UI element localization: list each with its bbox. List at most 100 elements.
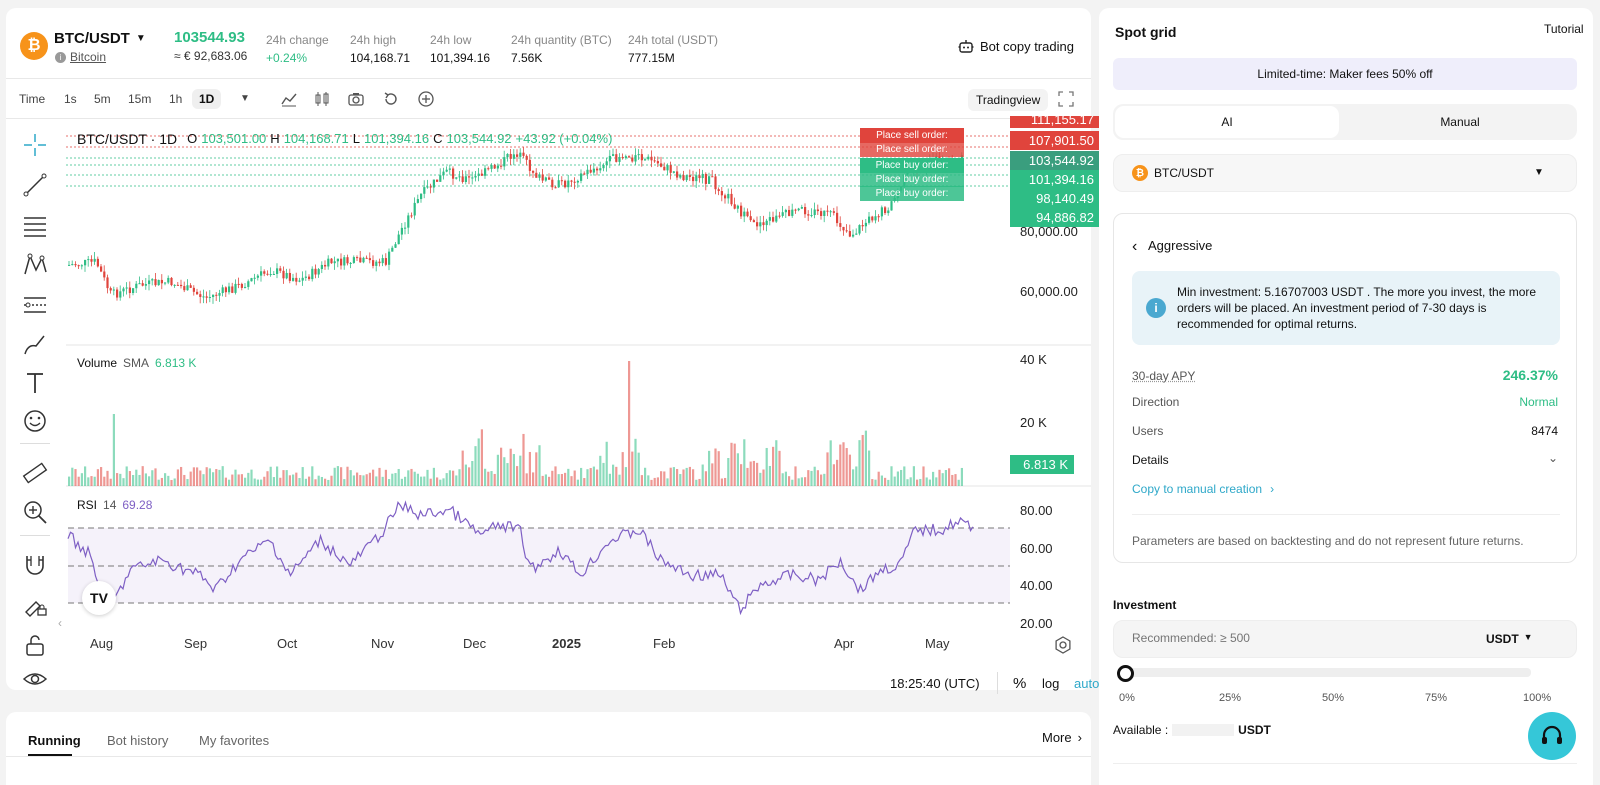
percent-scale-button[interactable]: % [1013, 675, 1027, 692]
interval-dropdown-icon[interactable]: ▼ [240, 93, 250, 104]
pattern-icon[interactable] [20, 250, 50, 280]
interval-1h[interactable]: 1h [169, 92, 183, 106]
settings-gear-icon[interactable] [1054, 636, 1072, 654]
interval-1d[interactable]: 1D [192, 89, 222, 109]
volume-bar [112, 414, 115, 486]
volume-bar [295, 472, 298, 486]
horizontal-lines-icon[interactable] [20, 210, 50, 240]
buy-order-label[interactable]: Place buy order: [860, 158, 964, 173]
sell-order-label-faded[interactable]: Place sell order: [860, 142, 964, 157]
copy-to-manual-link[interactable]: Copy to manual creation › [1132, 482, 1275, 496]
candle [768, 217, 771, 221]
spot-grid-panel: Spot grid Tutorial Limited-time: Maker f… [1099, 8, 1593, 785]
volume-bar [420, 476, 423, 486]
volume-bar [826, 452, 829, 486]
utc-time[interactable]: 18:25:40 (UTC) [890, 676, 980, 691]
reset-icon[interactable] [382, 90, 400, 108]
unlock-icon[interactable] [20, 630, 50, 660]
brush-icon[interactable] [20, 330, 50, 360]
volume-bar [103, 476, 106, 486]
text-tool-icon[interactable] [20, 368, 50, 398]
volume-bar [663, 471, 666, 486]
volume-bar [877, 471, 880, 486]
header-divider [6, 78, 1091, 79]
ruler-icon[interactable] [20, 458, 50, 488]
candle [224, 287, 227, 293]
interval-5m[interactable]: 5m [94, 92, 111, 106]
tab-my-favorites[interactable]: My favorites [199, 733, 270, 748]
investment-input[interactable] [1132, 631, 1432, 645]
details-chevron-icon[interactable]: ⌄ [1547, 451, 1558, 465]
trend-line-icon[interactable] [20, 170, 50, 200]
interval-15m[interactable]: 15m [128, 92, 152, 106]
auto-scale-button[interactable]: auto [1074, 676, 1100, 691]
candle [439, 175, 442, 182]
investment-slider-handle[interactable] [1117, 665, 1134, 682]
candle [791, 209, 794, 216]
emoji-icon[interactable] [20, 406, 50, 436]
candle [346, 257, 349, 264]
candle [132, 288, 135, 294]
tradingview-button[interactable]: Tradingview [968, 89, 1049, 111]
available-label: Available : [1113, 723, 1169, 737]
volume-bar [736, 453, 739, 486]
candle [106, 277, 109, 289]
lock-drawing-icon[interactable] [20, 590, 50, 620]
investment-slider-track[interactable] [1124, 668, 1531, 677]
fullscreen-icon[interactable] [1057, 90, 1075, 108]
volume-bar [183, 474, 186, 486]
add-circle-icon[interactable] [417, 90, 435, 108]
candlestick-chart[interactable] [0, 0, 1100, 700]
tab-running[interactable]: Running [28, 733, 81, 748]
x-label-2025: 2025 [552, 636, 581, 651]
indicators-icon[interactable] [280, 90, 298, 108]
volume-bar [384, 469, 387, 486]
collapse-left-icon[interactable]: ‹ [58, 616, 62, 630]
volume-bar [487, 471, 490, 486]
volume-bar [580, 467, 583, 486]
log-scale-button[interactable]: log [1042, 676, 1060, 691]
back-arrow-icon[interactable]: ‹ [1132, 238, 1138, 255]
legend-low: 101,394.16 [364, 131, 430, 146]
sell-order-label[interactable]: Place sell order: [860, 128, 964, 143]
interval-time[interactable]: Time [19, 92, 46, 106]
volume-bar [375, 476, 378, 486]
support-chat-icon[interactable] [1528, 712, 1576, 760]
tutorial-link[interactable]: Tutorial [1544, 22, 1584, 36]
volume-bar [871, 479, 874, 486]
mode-tab-manual[interactable]: Manual [1440, 115, 1480, 129]
candle [68, 264, 71, 266]
candle [250, 278, 253, 282]
candle [816, 209, 819, 212]
candle [170, 277, 173, 286]
interval-1s[interactable]: 1s [64, 92, 77, 106]
bot-copy-trading-button[interactable]: Bot copy trading [958, 38, 1074, 54]
pair-dropdown[interactable]: ₿ BTC/USDT ▼ [1113, 154, 1577, 192]
mode-tab-ai[interactable]: AI [1115, 106, 1339, 138]
buy-order-label-faded-1[interactable]: Place buy order: [860, 172, 964, 187]
candle [445, 169, 448, 172]
eye-icon[interactable] [20, 664, 50, 694]
currency-select[interactable]: USDT ▼ [1486, 632, 1533, 646]
pair-selector[interactable]: BTC/USDT ▼ [54, 30, 146, 47]
more-button[interactable]: More › [1042, 730, 1082, 745]
candle [736, 205, 739, 209]
camera-icon[interactable] [347, 90, 365, 108]
volume-bar [320, 476, 323, 486]
candle-type-icon[interactable] [313, 90, 331, 108]
crosshair-icon[interactable] [20, 130, 50, 160]
candle [762, 222, 765, 226]
buy-order-label-faded-2[interactable]: Place buy order: [860, 186, 964, 201]
investment-input-box: USDT▼ [1113, 620, 1577, 658]
volume-bar [532, 472, 535, 486]
fib-retracement-icon[interactable] [20, 290, 50, 320]
tab-bot-history[interactable]: Bot history [107, 733, 169, 748]
candle [596, 168, 599, 171]
details-label[interactable]: Details [1132, 453, 1169, 467]
coin-info-link[interactable]: i Bitcoin [55, 50, 106, 64]
magnet-icon[interactable] [20, 550, 50, 580]
candle [650, 156, 653, 161]
volume-bar [727, 458, 730, 486]
candle [519, 152, 522, 157]
zoom-in-icon[interactable] [20, 497, 50, 527]
